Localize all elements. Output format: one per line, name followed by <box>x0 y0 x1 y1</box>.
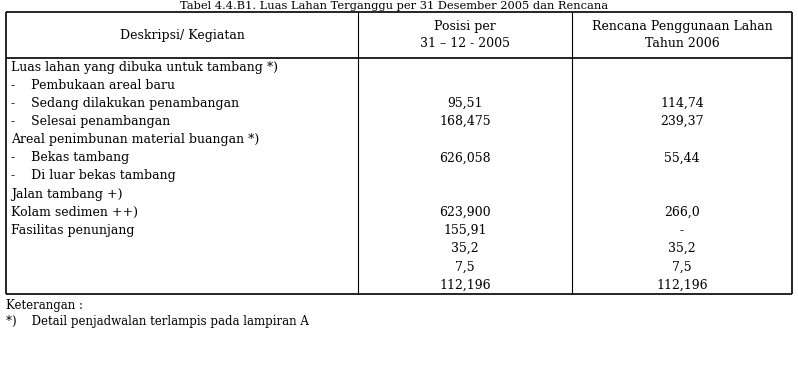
Text: 35,2: 35,2 <box>668 242 696 255</box>
Text: 155,91: 155,91 <box>443 224 487 237</box>
Text: 112,196: 112,196 <box>656 278 708 291</box>
Text: -    Bekas tambang: - Bekas tambang <box>11 151 129 164</box>
Text: *)    Detail penjadwalan terlampis pada lampiran A: *) Detail penjadwalan terlampis pada lam… <box>6 315 309 328</box>
Text: 114,74: 114,74 <box>660 97 704 110</box>
Text: -    Pembukaan areal baru: - Pembukaan areal baru <box>11 79 175 92</box>
Text: -: - <box>680 224 684 237</box>
Text: 626,058: 626,058 <box>439 151 491 164</box>
Text: Luas lahan yang dibuka untuk tambang *): Luas lahan yang dibuka untuk tambang *) <box>11 61 278 74</box>
Text: Tabel 4.4.B1. Luas Lahan Terganggu per 31 Desember 2005 dan Rencana: Tabel 4.4.B1. Luas Lahan Terganggu per 3… <box>180 1 618 11</box>
Text: 239,37: 239,37 <box>660 115 704 128</box>
Text: Fasilitas penunjang: Fasilitas penunjang <box>11 224 135 237</box>
Text: 623,900: 623,900 <box>439 206 491 219</box>
Text: Posisi per
31 – 12 - 2005: Posisi per 31 – 12 - 2005 <box>420 20 510 50</box>
Text: 55,44: 55,44 <box>664 151 700 164</box>
Text: 112,196: 112,196 <box>439 278 491 291</box>
Text: -    Di luar bekas tambang: - Di luar bekas tambang <box>11 169 176 183</box>
Text: Areal penimbunan material buangan *): Areal penimbunan material buangan *) <box>11 133 259 146</box>
Text: 266,0: 266,0 <box>664 206 700 219</box>
Text: Deskripsi/ Kegiatan: Deskripsi/ Kegiatan <box>120 29 244 42</box>
Text: -    Selesai penambangan: - Selesai penambangan <box>11 115 170 128</box>
Text: Keterangan :: Keterangan : <box>6 299 83 312</box>
Text: -    Sedang dilakukan penambangan: - Sedang dilakukan penambangan <box>11 97 239 110</box>
Text: Rencana Penggunaan Lahan
Tahun 2006: Rencana Penggunaan Lahan Tahun 2006 <box>591 20 772 50</box>
Text: 168,475: 168,475 <box>439 115 491 128</box>
Text: 35,2: 35,2 <box>451 242 479 255</box>
Text: 95,51: 95,51 <box>447 97 483 110</box>
Text: 7,5: 7,5 <box>455 260 475 273</box>
Text: 7,5: 7,5 <box>672 260 692 273</box>
Text: Kolam sedimen ++): Kolam sedimen ++) <box>11 206 138 219</box>
Text: Jalan tambang +): Jalan tambang +) <box>11 188 123 201</box>
